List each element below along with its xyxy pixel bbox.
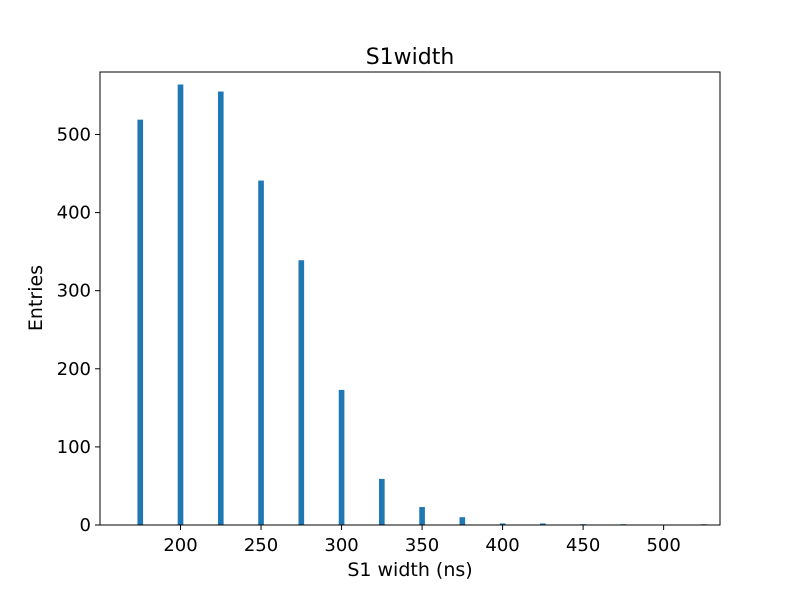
- x-tick-label: 350: [405, 535, 439, 556]
- bar-400: [499, 523, 506, 525]
- bar-325: [379, 478, 385, 525]
- x-tick-label: 200: [163, 535, 197, 556]
- bar-375: [459, 517, 466, 525]
- bars-group: [137, 84, 707, 525]
- y-tick-label: 500: [57, 124, 91, 145]
- x-tick-label: 250: [244, 535, 278, 556]
- x-axis-ticks: 200 250 300 350 400 450 500: [163, 525, 681, 556]
- bar-225: [217, 91, 224, 525]
- bar-175: [137, 119, 144, 525]
- x-tick-label: 300: [324, 535, 358, 556]
- y-tick-label: 100: [57, 437, 91, 458]
- y-tick-label: 0: [80, 515, 91, 536]
- chart-title: S1width: [366, 45, 455, 70]
- y-axis-label: Entries: [25, 265, 47, 331]
- bar-200: [177, 84, 184, 525]
- y-tick-label: 400: [57, 203, 91, 224]
- bar-275: [298, 260, 305, 525]
- y-tick-label: 300: [57, 281, 91, 302]
- y-axis-ticks: 0 100 200 300 400 500: [57, 124, 100, 536]
- bar-300: [338, 389, 345, 525]
- y-tick-label: 200: [57, 359, 91, 380]
- x-tick-label: 450: [566, 535, 600, 556]
- bar-250: [258, 180, 264, 525]
- bar-425: [540, 523, 546, 525]
- x-tick-label: 400: [485, 535, 519, 556]
- x-axis-label: S1 width (ns): [347, 559, 472, 581]
- bar-350: [419, 507, 425, 525]
- plot-frame: [99, 71, 721, 526]
- x-tick-label: 500: [646, 535, 680, 556]
